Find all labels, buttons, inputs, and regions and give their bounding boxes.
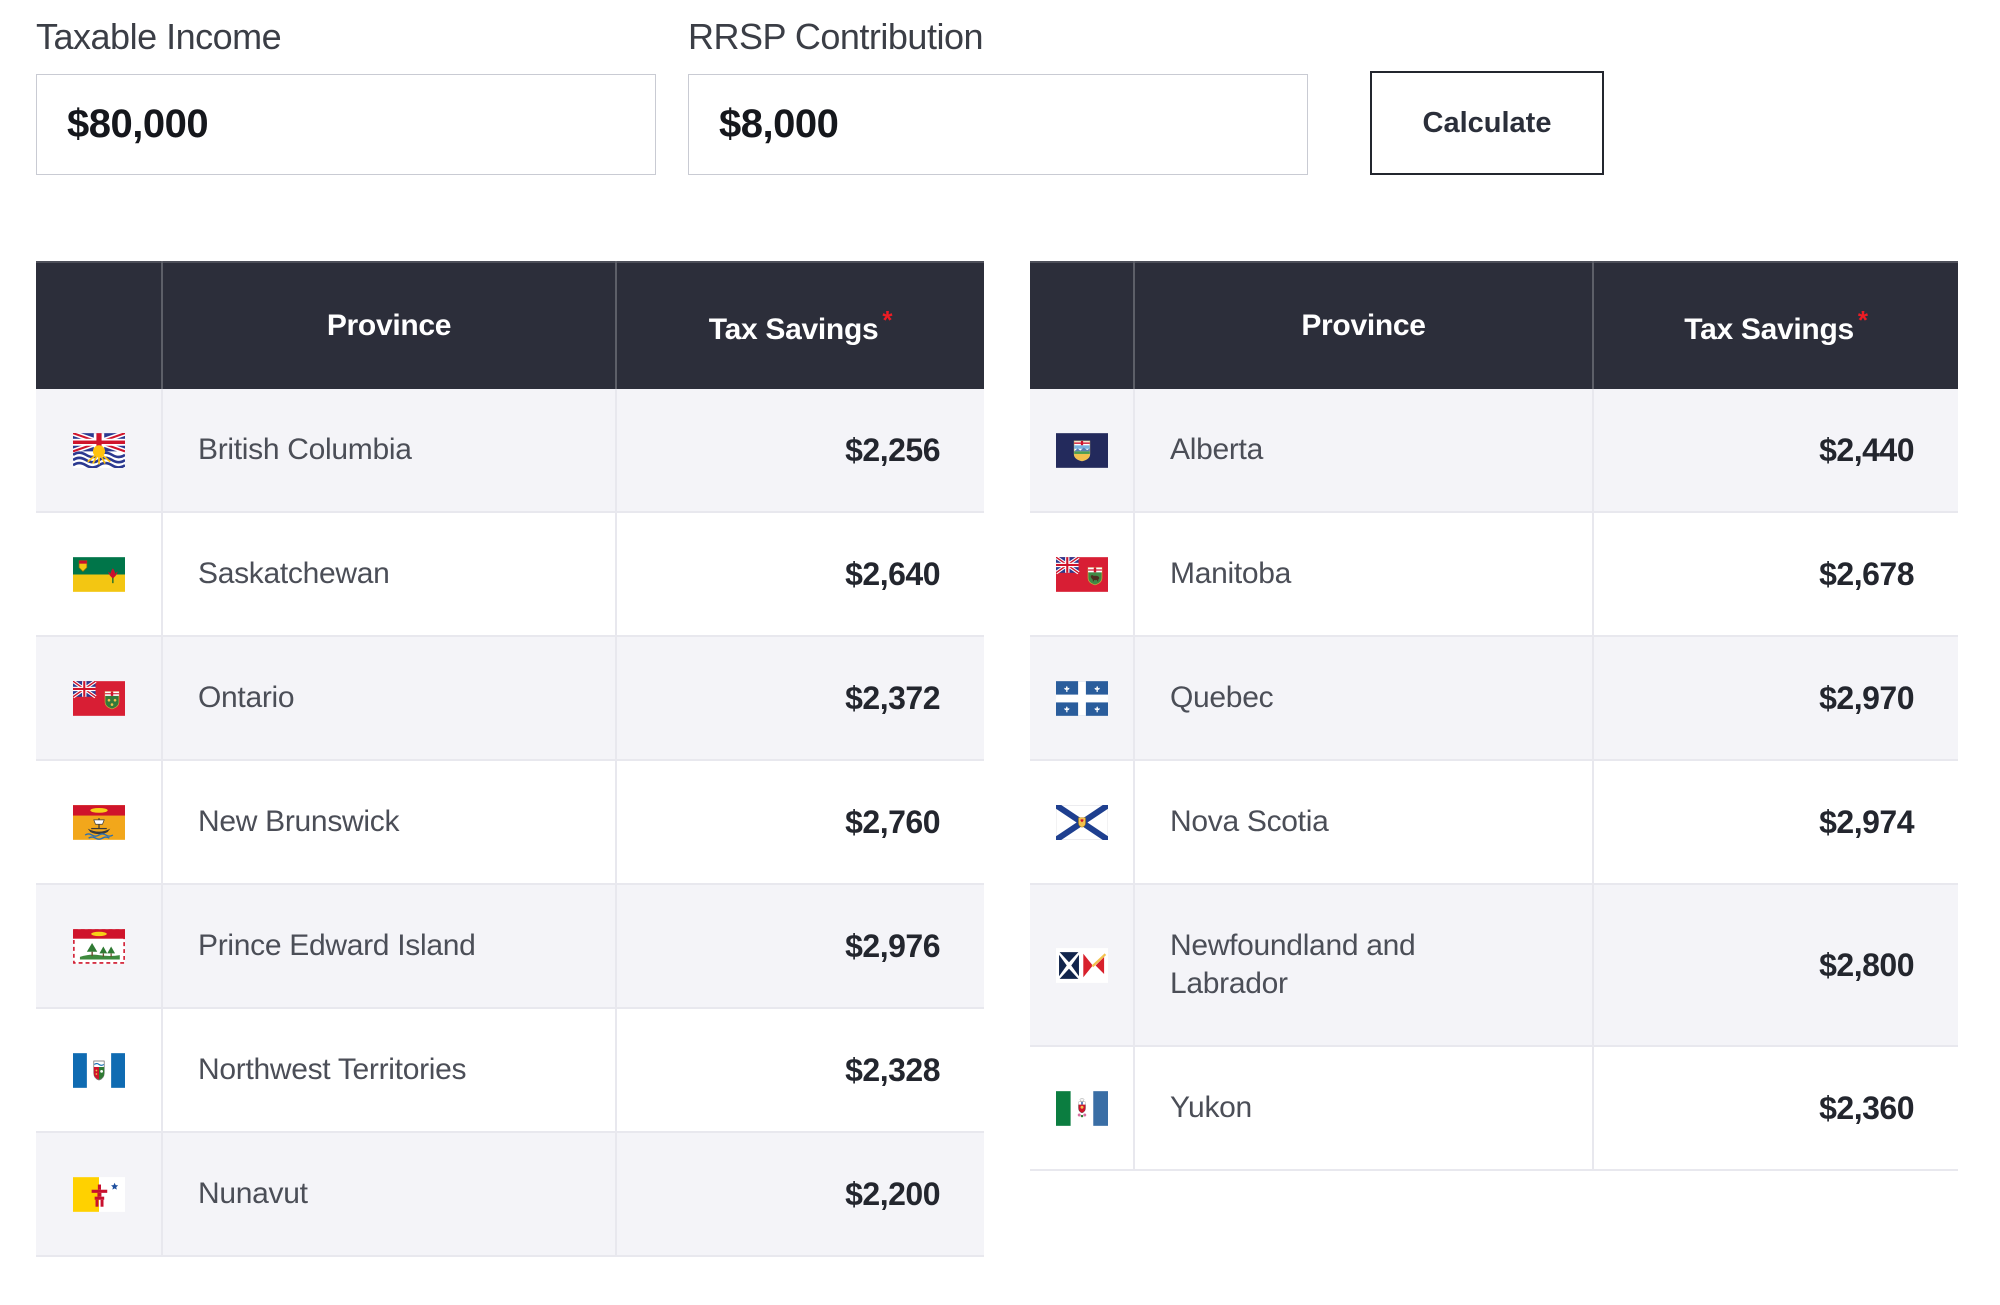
table-row: British Columbia $2,256 <box>36 389 984 513</box>
tax-savings-value: $2,970 <box>1593 636 1958 761</box>
flag-british-columbia-icon <box>73 433 125 468</box>
tax-savings-header-label: Tax Savings <box>708 313 879 346</box>
flag-saskatchewan-icon <box>73 557 125 592</box>
tax-savings-value: $2,372 <box>616 636 984 761</box>
flag-cell <box>36 1008 163 1133</box>
province-name: Quebec <box>1134 636 1594 761</box>
province-name: Alberta <box>1134 389 1594 513</box>
province-column-header: Province <box>162 261 617 389</box>
province-name: Ontario <box>162 636 617 761</box>
required-asterisk: * <box>1857 305 1868 335</box>
table-row: Yukon $2,360 <box>1030 1046 1958 1171</box>
table-row: Manitoba $2,678 <box>1030 512 1958 637</box>
tax-savings-value: $2,328 <box>616 1008 984 1133</box>
flag-cell <box>36 389 163 513</box>
rrsp-contribution-input[interactable] <box>688 74 1308 175</box>
flag-northwest-territories-icon <box>73 1053 125 1088</box>
flag-column-header <box>36 261 163 389</box>
province-name: Northwest Territories <box>162 1008 617 1133</box>
tax-savings-column-header: Tax Savings * <box>616 261 984 389</box>
flag-cell <box>36 884 163 1009</box>
tax-savings-value: $2,360 <box>1593 1046 1958 1171</box>
table-row: Prince Edward Island $2,976 <box>36 884 984 1009</box>
tax-savings-value: $2,256 <box>616 389 984 513</box>
flag-cell <box>36 636 163 761</box>
table-row: Nova Scotia $2,974 <box>1030 760 1958 885</box>
province-name: Nova Scotia <box>1134 760 1594 885</box>
flag-cell <box>36 512 163 637</box>
province-header-label: Province <box>1301 309 1426 342</box>
flag-alberta-icon <box>1056 433 1108 468</box>
flag-column-header <box>1030 261 1135 389</box>
rrsp-calculator-page: Taxable Income RRSP Contribution Calcula… <box>36 16 2000 1257</box>
flag-cell <box>1030 760 1135 885</box>
calculate-button[interactable]: Calculate <box>1370 71 1604 175</box>
province-name: Manitoba <box>1134 512 1594 637</box>
province-column-header: Province <box>1134 261 1594 389</box>
flag-cell <box>36 760 163 885</box>
table-header-row: Province Tax Savings * <box>36 261 984 389</box>
flag-cell <box>36 1132 163 1257</box>
table-row: Nunavut $2,200 <box>36 1132 984 1257</box>
table-row: Quebec $2,970 <box>1030 636 1958 761</box>
table-row: New Brunswick $2,760 <box>36 760 984 885</box>
tax-savings-value: $2,440 <box>1593 389 1958 513</box>
flag-new-brunswick-icon <box>73 805 125 840</box>
flag-prince-edward-island-icon <box>73 929 125 964</box>
province-name: Newfoundland and Labrador <box>1134 884 1594 1047</box>
flag-nunavut-icon <box>73 1177 125 1212</box>
table-row: Northwest Territories $2,328 <box>36 1008 984 1133</box>
taxable-income-input[interactable] <box>36 74 656 175</box>
flag-cell <box>1030 1046 1135 1171</box>
province-header-label: Province <box>326 309 452 342</box>
province-name: Prince Edward Island <box>162 884 617 1009</box>
taxable-income-field-group: Taxable Income <box>36 16 656 175</box>
rrsp-contribution-field-group: RRSP Contribution <box>688 16 1308 175</box>
tax-savings-value: $2,200 <box>616 1132 984 1257</box>
taxable-income-label: Taxable Income <box>36 16 282 57</box>
table-row: Saskatchewan $2,640 <box>36 512 984 637</box>
tax-savings-value: $2,678 <box>1593 512 1958 637</box>
rrsp-contribution-label: RRSP Contribution <box>688 16 984 57</box>
tax-savings-header-label: Tax Savings <box>1684 313 1854 346</box>
flag-cell <box>1030 389 1135 513</box>
calculator-form: Taxable Income RRSP Contribution Calcula… <box>36 16 2000 175</box>
tax-savings-value: $2,974 <box>1593 760 1958 885</box>
tax-savings-value: $2,640 <box>616 512 984 637</box>
tax-savings-value: $2,760 <box>616 760 984 885</box>
flag-cell <box>1030 884 1135 1047</box>
flag-nova-scotia-icon <box>1056 805 1108 840</box>
table-row: Newfoundland and Labrador $2,800 <box>1030 884 1958 1047</box>
tax-savings-value: $2,800 <box>1593 884 1958 1047</box>
tax-savings-table-right: Province Tax Savings * Alberta $2,440 Man… <box>1030 261 1958 1171</box>
flag-manitoba-icon <box>1056 557 1108 592</box>
province-name: Saskatchewan <box>162 512 617 637</box>
flag-newfoundland-labrador-icon <box>1056 948 1108 983</box>
province-name: Yukon <box>1134 1046 1594 1171</box>
tax-savings-tables: Province Tax Savings * British Columbia $… <box>36 261 2000 1257</box>
flag-yukon-icon <box>1056 1091 1108 1126</box>
tax-savings-value: $2,976 <box>616 884 984 1009</box>
required-asterisk: * <box>882 305 893 335</box>
province-name: New Brunswick <box>162 760 617 885</box>
table-row: Alberta $2,440 <box>1030 389 1958 513</box>
province-name: Nunavut <box>162 1132 617 1257</box>
table-header-row: Province Tax Savings * <box>1030 261 1958 389</box>
tax-savings-table-left: Province Tax Savings * British Columbia $… <box>36 261 984 1257</box>
flag-cell <box>1030 636 1135 761</box>
province-name: British Columbia <box>162 389 617 513</box>
tax-savings-column-header: Tax Savings * <box>1593 261 1958 389</box>
flag-ontario-icon <box>73 681 125 716</box>
table-row: Ontario $2,372 <box>36 636 984 761</box>
flag-cell <box>1030 512 1135 637</box>
flag-quebec-icon <box>1056 681 1108 716</box>
